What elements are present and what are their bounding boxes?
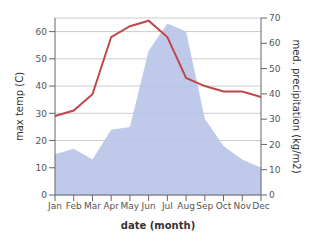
svg-text:70: 70 <box>269 13 281 23</box>
svg-text:med. precipitation (kg/m2): med. precipitation (kg/m2) <box>291 39 302 173</box>
svg-text:Dec: Dec <box>252 201 269 211</box>
svg-text:40: 40 <box>269 89 281 99</box>
svg-text:Feb: Feb <box>66 201 82 211</box>
svg-text:30: 30 <box>36 109 48 119</box>
svg-text:Mar: Mar <box>84 201 101 211</box>
svg-text:Oct: Oct <box>216 201 232 211</box>
svg-text:10: 10 <box>269 165 281 175</box>
svg-text:50: 50 <box>36 54 48 64</box>
svg-text:date (month): date (month) <box>121 220 195 231</box>
svg-text:Aug: Aug <box>177 201 195 211</box>
svg-text:10: 10 <box>36 163 48 173</box>
svg-text:60: 60 <box>36 27 48 37</box>
svg-text:Jun: Jun <box>141 201 156 211</box>
svg-text:60: 60 <box>269 38 281 48</box>
svg-text:Nov: Nov <box>233 201 251 211</box>
svg-text:Jan: Jan <box>47 201 62 211</box>
svg-text:Sep: Sep <box>196 201 213 211</box>
svg-text:30: 30 <box>269 114 281 124</box>
svg-text:20: 20 <box>269 140 281 150</box>
svg-text:50: 50 <box>269 64 281 74</box>
svg-text:0: 0 <box>41 190 47 200</box>
svg-text:0: 0 <box>269 190 275 200</box>
svg-text:max temp (C): max temp (C) <box>14 72 25 141</box>
svg-text:Apr: Apr <box>103 201 119 211</box>
svg-text:Jul: Jul <box>161 201 173 211</box>
svg-text:20: 20 <box>36 136 48 146</box>
svg-text:40: 40 <box>36 81 48 91</box>
svg-text:May: May <box>121 201 140 211</box>
